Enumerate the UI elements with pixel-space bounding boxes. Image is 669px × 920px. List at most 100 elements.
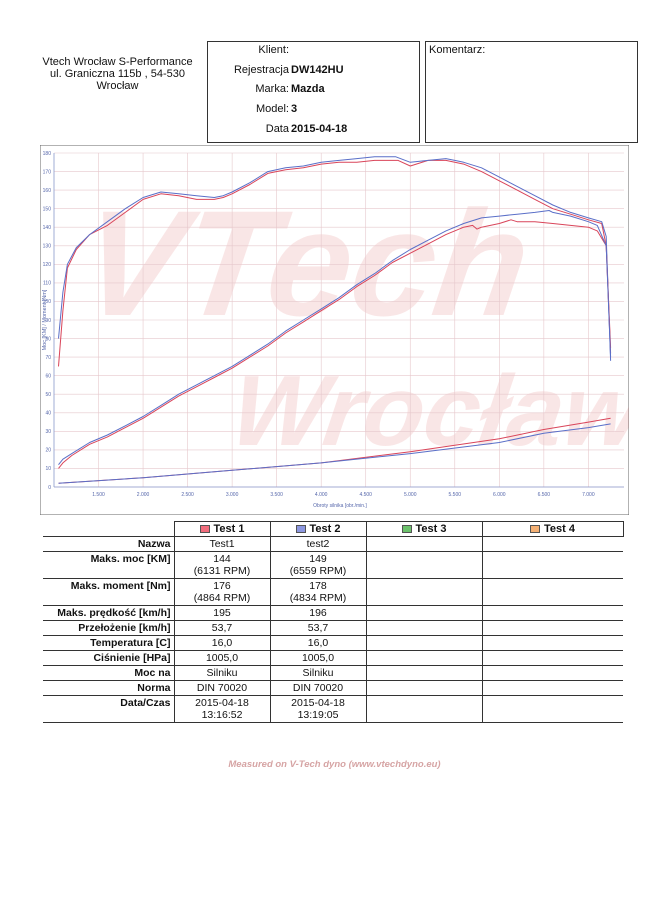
test2-value: 178 (4834 RPM) (269, 578, 367, 606)
y-axis-label: Moc [KM] / Moment [Nm] (42, 289, 48, 350)
footer-note: Measured on V-Tech dyno (www.vtechdyno.e… (228, 759, 441, 770)
row-label: Moc na (43, 665, 175, 681)
test2-value: 2015-04-18 13:19:05 (269, 695, 367, 723)
y-tick-label: 70 (45, 355, 51, 361)
registration-label: Rejestracja (233, 64, 289, 76)
test2-value: Silniku (269, 665, 367, 681)
results-body: Nazwa Test1 test2 Maks. moc [KM] 144 (6131 R… (43, 536, 623, 723)
test2-value: test2 (269, 536, 367, 552)
table-row: Data/Czas 2015-04-18 13:16:52 2015-04-18 1… (43, 695, 623, 723)
test1-value: 1005,0 (173, 650, 271, 666)
company-street: ul. Graniczna 115b , 54-530 (50, 68, 185, 80)
test4-swatch (530, 525, 540, 534)
table-row: Maks. moment [Nm] 176 (4864 RPM) 178 (4834… (43, 578, 623, 606)
row-label: Maks. prędkość [km/h] (43, 605, 175, 621)
dyno-chart-svg: VTech Wrocław 0 10 20 30 40 50 60 70 80 90 100 110 1… (39, 144, 656, 516)
x-tick-label: 6.500 (538, 492, 551, 498)
row-label: Ciśnienie [HPa] (43, 650, 175, 666)
row-label: Norma (43, 680, 175, 696)
legend-test3: Test 3 (365, 521, 483, 537)
test3-swatch (401, 525, 412, 534)
test3-value (365, 536, 483, 552)
test1-value: Test1 (173, 536, 271, 552)
x-tick-label: 2.500 (181, 492, 194, 498)
test1-value: 2015-04-18 13:16:52 (173, 695, 271, 723)
test3-value (365, 695, 483, 723)
row-label: Przełożenie [km/h] (43, 620, 175, 636)
test2-value: 53,7 (269, 620, 367, 636)
chart-axes: 0 10 20 30 40 50 60 70 80 90 100 110 120 130 140 150 160… (43, 151, 624, 498)
y-tick-label: 60 (45, 373, 51, 379)
table-row: Moc na Silniku Silniku (43, 665, 623, 681)
test1-value: 176 (4864 RPM) (173, 578, 271, 606)
test4-value (481, 650, 623, 666)
y-tick-label: 40 (45, 411, 51, 417)
y-tick-label: 90 (45, 318, 51, 324)
results-table: Test 1 Test 2 Test 3 Test 4 Nazwa Test1 te… (43, 521, 624, 723)
series-line-test2-loss (58, 423, 611, 484)
table-row: Temperatura [C] 16,0 16,0 (43, 635, 623, 651)
x-tick-label: 3.000 (226, 492, 239, 498)
legend-test2: Test 2 (269, 521, 367, 537)
test4-value (481, 695, 623, 723)
row-label: Temperatura [C] (43, 635, 175, 651)
y-tick-label: 10 (45, 466, 51, 472)
chart-series (58, 156, 612, 484)
legend-row: Test 1 Test 2 Test 3 Test 4 (43, 521, 624, 537)
test3-value (365, 665, 483, 681)
test4-value (481, 635, 623, 651)
test2-value: 149 (6559 RPM) (269, 551, 367, 579)
test1-value: 53,7 (173, 620, 271, 636)
test3-value (365, 551, 483, 579)
y-tick-label: 170 (43, 169, 52, 175)
table-row: Przełożenie [km/h] 53,7 53,7 (43, 620, 623, 636)
legend-test1: Test 1 (173, 521, 271, 537)
registration-row: Rejestracja DW142HU (208, 64, 419, 82)
test4-label: Test 4 (544, 523, 575, 535)
table-row: Nazwa Test1 test2 (43, 536, 623, 552)
y-tick-label: 150 (43, 206, 52, 212)
test3-value (365, 680, 483, 696)
test2-value: DIN 70020 (269, 680, 367, 696)
x-tick-label: 6.000 (493, 492, 506, 498)
test3-value (365, 605, 483, 621)
y-tick-label: 110 (43, 281, 51, 287)
dyno-chart: VTech Wrocław 0 10 20 30 40 50 60 70 80 90 100 110 1… (39, 144, 656, 516)
x-tick-label: 5.000 (404, 492, 417, 498)
chart-frame (39, 144, 630, 516)
series-line-test1-torque (58, 159, 612, 367)
test1-value: 16,0 (173, 635, 271, 651)
test1-value: 144 (6131 RPM) (173, 551, 271, 579)
legend-blank (43, 521, 174, 537)
y-tick-label: 20 (45, 448, 51, 454)
test2-value: 16,0 (269, 635, 367, 651)
y-tick-label: 160 (43, 188, 52, 194)
test4-value (481, 578, 623, 606)
date-value: 2015-04-18 (291, 123, 348, 135)
y-tick-label: 100 (43, 299, 52, 305)
series-line-test1-power (58, 219, 612, 469)
test1-swatch (199, 525, 210, 534)
test3-value (365, 635, 483, 651)
test2-label: Test 2 (309, 523, 341, 535)
test4-value (481, 536, 623, 552)
comment-box: Komentarz: (425, 41, 638, 143)
test2-swatch (295, 525, 306, 534)
client-title-row: Klient: (208, 44, 419, 62)
legend-test4: Test 4 (481, 521, 624, 537)
y-tick-label: 140 (43, 225, 52, 231)
comment-label: Komentarz: (429, 44, 486, 56)
test1-value: Silniku (173, 665, 271, 681)
y-tick-label: 130 (43, 244, 52, 250)
test1-label: Test 1 (213, 523, 245, 535)
y-tick-label: 80 (45, 336, 51, 342)
test4-value (481, 605, 623, 621)
x-tick-label: 5.500 (449, 492, 462, 498)
test2-value: 196 (269, 605, 367, 621)
y-tick-label: 0 (48, 485, 51, 491)
x-axis-label: Obroty silnika [obr./min.] (313, 503, 367, 509)
x-tick-label: 4.500 (359, 492, 372, 498)
test4-value (481, 620, 623, 636)
y-tick-label: 120 (43, 262, 52, 268)
make-value: Mazda (291, 83, 325, 95)
